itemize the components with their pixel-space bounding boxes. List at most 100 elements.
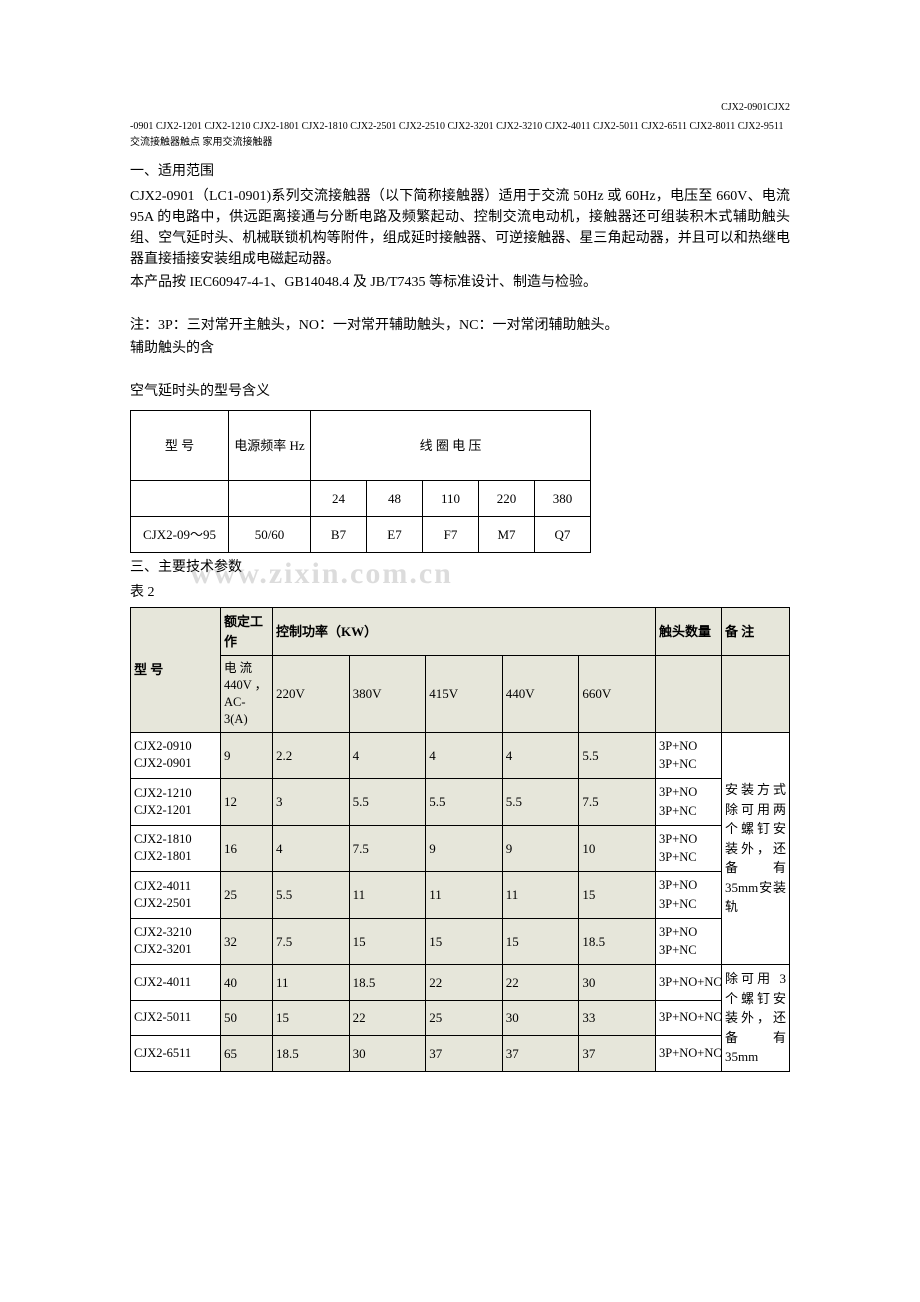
- t2-power-cell: 22: [502, 965, 579, 1001]
- t2-v-440: 440V: [502, 656, 579, 733]
- t2-power-cell: 4: [426, 732, 503, 779]
- t2-power-cell: 7.5: [579, 779, 656, 826]
- t2-rated-cell: 25: [221, 872, 273, 919]
- t1-voltage-cell: 220: [479, 481, 535, 517]
- t2-note-sub: [722, 656, 790, 733]
- t2-contacts-header: 触头数量: [656, 608, 722, 656]
- t2-power-cell: 15: [502, 918, 579, 965]
- t2-contacts-cell: 3P+NO+NC: [656, 1000, 722, 1036]
- t2-power-cell: 11: [273, 965, 350, 1001]
- header-top-right: CJX2-0901CJX2: [130, 100, 790, 115]
- t2-contacts-cell: 3P+NO+NC: [656, 965, 722, 1001]
- t2-note-cell-b: 除可用 3 个螺钉安装外，还备有 35mm: [722, 965, 790, 1072]
- t2-power-cell: 15: [426, 918, 503, 965]
- t1-data-cell: Q7: [535, 517, 591, 553]
- t1-data-cell: M7: [479, 517, 535, 553]
- table-row: CJX2-0910CJX2-090192.24445.53P+NO3P+NC安装…: [131, 732, 790, 779]
- t2-power-cell: 4: [273, 825, 350, 872]
- t1-voltage-cell: 110: [423, 481, 479, 517]
- t2-power-cell: 22: [426, 965, 503, 1001]
- t2-rated-cell: 65: [221, 1036, 273, 1072]
- table-row: CJX2-3210CJX2-3201327.515151518.53P+NO3P…: [131, 918, 790, 965]
- t1-data-row: CJX2-09～9550/60B7E7F7M7Q7: [131, 517, 591, 553]
- t2-power-cell: 33: [579, 1000, 656, 1036]
- note-1: 注：3P：三对常开主触头，NO：一对常开辅助触头，NC：一对常闭辅助触头。: [130, 315, 790, 336]
- t2-contacts-cell: 3P+NO3P+NC: [656, 825, 722, 872]
- t2-v-415: 415V: [426, 656, 503, 733]
- table-2-label: 表 2: [130, 582, 790, 603]
- t2-note-cell-a: 安装方式除可用两个螺钉安装外，还备有 35mm安装轨: [722, 732, 790, 965]
- table-row: CJX2-4011401118.52222303P+NO+NC除可用 3 个螺钉…: [131, 965, 790, 1001]
- table-row: CJX2-65116518.5303737373P+NO+NC: [131, 1036, 790, 1072]
- t2-contacts-cell: 3P+NO3P+NC: [656, 918, 722, 965]
- t1-voltage-cell: [229, 481, 311, 517]
- section-1-title: 一、适用范围: [130, 161, 790, 182]
- t2-power-cell: 5.5: [426, 779, 503, 826]
- t2-power-cell: 10: [579, 825, 656, 872]
- t2-model-cell: CJX2-4011CJX2-2501: [131, 872, 221, 919]
- t2-power-cell: 37: [426, 1036, 503, 1072]
- t1-data-cell: CJX2-09～95: [131, 517, 229, 553]
- t2-rated-header-bot: 电 流440V ，AC-3(A): [221, 656, 273, 733]
- t2-power-header: 控制功率（KW）: [273, 608, 656, 656]
- t1-voltage-cell: [131, 481, 229, 517]
- t2-v-220: 220V: [273, 656, 350, 733]
- t1-model-header: 型 号: [131, 411, 229, 481]
- t2-power-cell: 22: [349, 1000, 426, 1036]
- t2-power-cell: 5.5: [273, 872, 350, 919]
- t2-power-cell: 37: [502, 1036, 579, 1072]
- section-1-para-1: CJX2-0901（LC1-0901)系列交流接触器（以下简称接触器）适用于交流…: [130, 186, 790, 270]
- table-row: CJX2-50115015222530333P+NO+NC: [131, 1000, 790, 1036]
- t2-model-cell: CJX2-3210CJX2-3201: [131, 918, 221, 965]
- t2-model-cell: CJX2-5011: [131, 1000, 221, 1036]
- t2-power-cell: 15: [349, 918, 426, 965]
- table-row: CJX2-1810CJX2-18011647.599103P+NO3P+NC: [131, 825, 790, 872]
- t2-rated-cell: 9: [221, 732, 273, 779]
- t2-contacts-cell: 3P+NO3P+NC: [656, 779, 722, 826]
- t2-power-cell: 25: [426, 1000, 503, 1036]
- t1-data-cell: B7: [311, 517, 367, 553]
- t2-contacts-sub: [656, 656, 722, 733]
- t1-data-cell: 50/60: [229, 517, 311, 553]
- t2-v-660: 660V: [579, 656, 656, 733]
- coil-voltage-table: 型 号 电源频率 Hz 线 圈 电 压 2448110220380 CJX2-0…: [130, 410, 591, 553]
- t2-contacts-cell: 3P+NO3P+NC: [656, 732, 722, 779]
- t2-model-cell: CJX2-6511: [131, 1036, 221, 1072]
- t1-freq-header: 电源频率 Hz: [229, 411, 311, 481]
- t2-power-cell: 5.5: [502, 779, 579, 826]
- t2-power-cell: 4: [502, 732, 579, 779]
- t2-power-cell: 5.5: [579, 732, 656, 779]
- t2-rated-cell: 12: [221, 779, 273, 826]
- t1-voltage-cell: 24: [311, 481, 367, 517]
- t2-power-cell: 30: [579, 965, 656, 1001]
- t1-voltage-cell: 380: [535, 481, 591, 517]
- t2-power-cell: 2.2: [273, 732, 350, 779]
- t2-v-380: 380V: [349, 656, 426, 733]
- t2-power-cell: 18.5: [349, 965, 426, 1001]
- t2-power-cell: 30: [349, 1036, 426, 1072]
- note-3: 空气延时头的型号含义: [130, 381, 790, 402]
- note-2: 辅助触头的含: [130, 338, 790, 359]
- t1-coil-header: 线 圈 电 压: [311, 411, 591, 481]
- t2-power-cell: 9: [426, 825, 503, 872]
- tech-params-table: 型 号 额定工作 控制功率（KW） 触头数量 备 注 电 流440V ，AC-3…: [130, 607, 790, 1072]
- t1-voltage-row: 2448110220380: [131, 481, 591, 517]
- t2-power-cell: 37: [579, 1036, 656, 1072]
- t2-contacts-cell: 3P+NO+NC: [656, 1036, 722, 1072]
- t2-power-cell: 7.5: [273, 918, 350, 965]
- t1-voltage-cell: 48: [367, 481, 423, 517]
- t2-power-cell: 4: [349, 732, 426, 779]
- t2-power-cell: 3: [273, 779, 350, 826]
- table-row: CJX2-4011CJX2-2501255.5111111153P+NO3P+N…: [131, 872, 790, 919]
- t2-power-cell: 11: [502, 872, 579, 919]
- t2-rated-cell: 16: [221, 825, 273, 872]
- t2-model-cell: CJX2-1810CJX2-1801: [131, 825, 221, 872]
- t2-power-cell: 30: [502, 1000, 579, 1036]
- t2-power-cell: 18.5: [273, 1036, 350, 1072]
- section-3-title: 三、主要技术参数: [130, 557, 790, 578]
- t2-model-cell: CJX2-4011: [131, 965, 221, 1001]
- t2-power-cell: 15: [579, 872, 656, 919]
- t2-power-cell: 15: [273, 1000, 350, 1036]
- t2-rated-cell: 50: [221, 1000, 273, 1036]
- t2-power-cell: 7.5: [349, 825, 426, 872]
